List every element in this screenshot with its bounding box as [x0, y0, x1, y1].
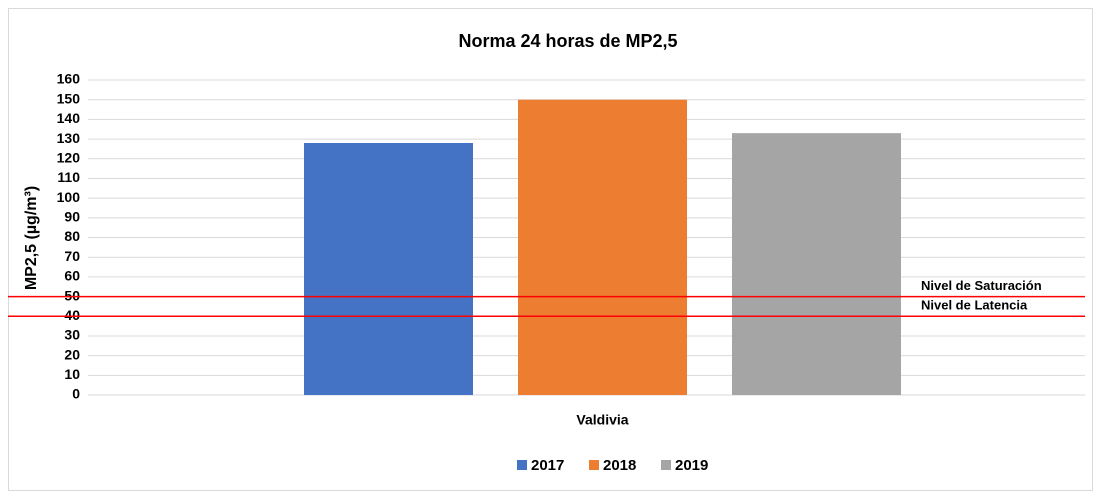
bar	[518, 99, 687, 395]
y-tick-label: 130	[57, 130, 81, 146]
y-tick-label: 50	[64, 287, 80, 303]
y-tick-label: 110	[57, 169, 80, 185]
y-axis-label: MP2,5 (µg/m³)	[23, 186, 40, 290]
y-tick-label: 100	[57, 189, 81, 205]
y-tick-label: 150	[57, 90, 81, 106]
y-tick-label: 90	[64, 209, 80, 225]
y-tick-label: 40	[64, 307, 80, 323]
y-tick-label: 10	[64, 366, 80, 382]
x-tick-label: Valdivia	[576, 412, 628, 428]
y-tick-label: 60	[64, 268, 80, 284]
y-tick-label: 120	[57, 149, 81, 165]
legend-swatch	[517, 460, 527, 470]
legend-swatch	[661, 460, 671, 470]
reference-label: Nivel de Latencia	[921, 298, 1028, 313]
y-tick-label: 160	[57, 71, 81, 87]
y-tick-label: 70	[64, 248, 80, 264]
bar	[732, 133, 901, 395]
bar	[304, 143, 473, 395]
legend-label: 2018	[603, 457, 636, 474]
legend-label: 2019	[675, 457, 708, 474]
legend-label: 2017	[531, 457, 564, 474]
y-tick-label: 80	[64, 228, 80, 244]
y-tick-label: 20	[64, 346, 80, 362]
chart-title: Norma 24 horas de MP2,5	[458, 31, 677, 51]
reference-label: Nivel de Saturación	[921, 278, 1042, 293]
legend-swatch	[589, 460, 599, 470]
y-tick-label: 0	[72, 386, 80, 402]
y-tick-label: 140	[57, 110, 81, 126]
y-tick-label: 30	[64, 327, 80, 343]
